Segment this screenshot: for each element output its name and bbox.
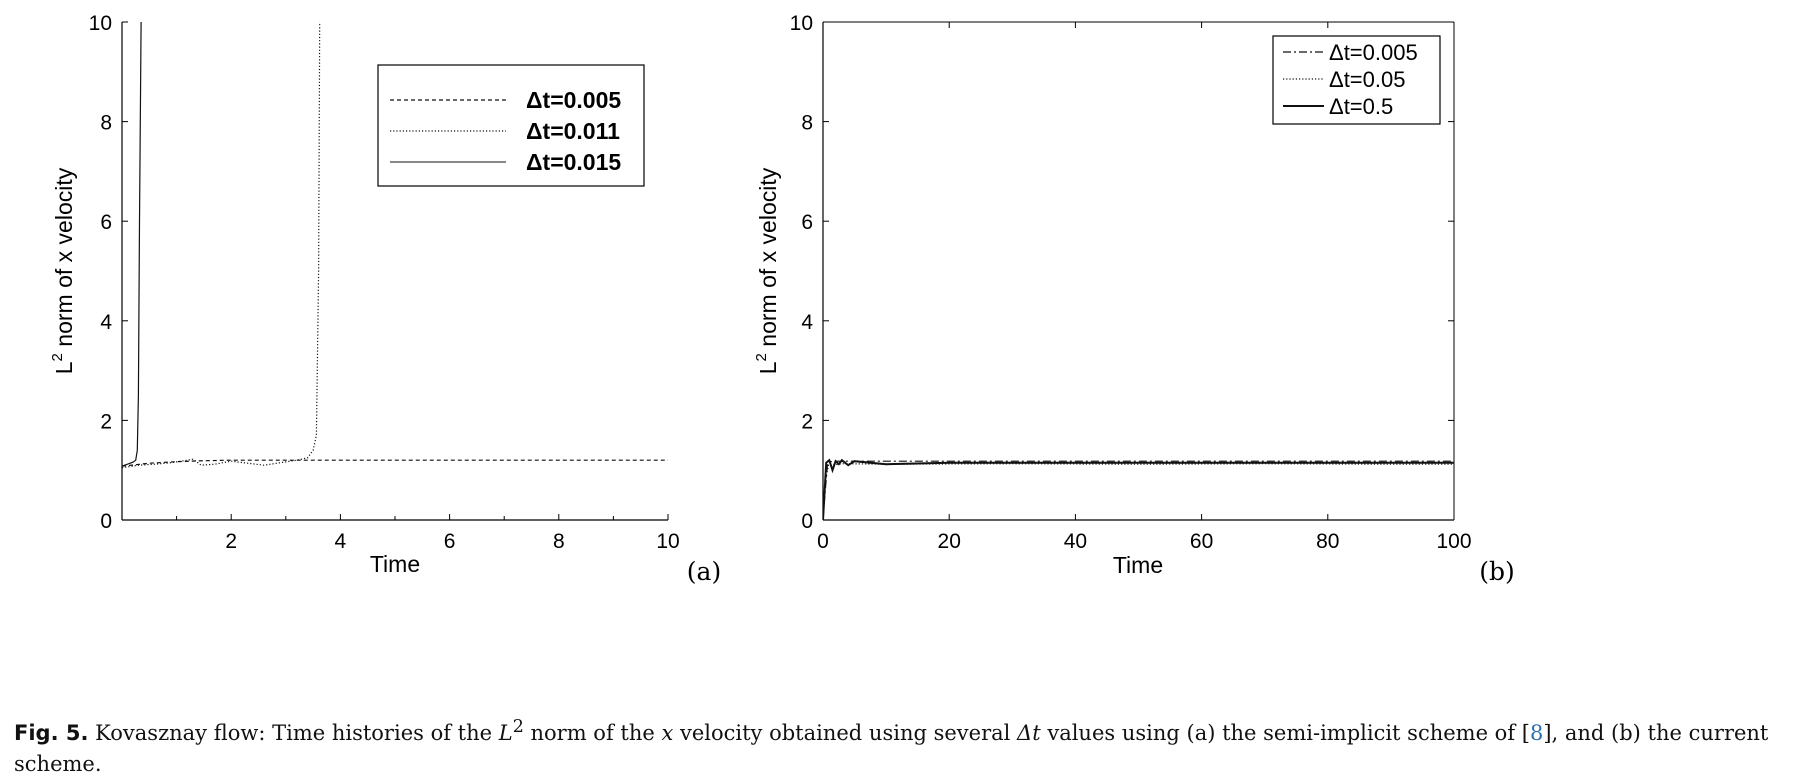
series-line-2 <box>122 22 321 469</box>
legend-entry-2: Δt=0.011 <box>526 118 620 144</box>
x-tick-label: 10 <box>656 530 679 553</box>
caption-text-3: velocity obtained using several <box>673 721 1018 745</box>
y-tick-label: 0 <box>801 510 813 533</box>
x-tick-label: 6 <box>444 530 456 553</box>
y-tick-label: 2 <box>100 410 112 433</box>
y-axis-label-rest: norm of x velocity <box>51 167 77 353</box>
x-tick-label: 20 <box>938 530 961 553</box>
x-tick-label: 2 <box>225 530 237 553</box>
y-axis-label-sup: 2 <box>753 353 770 361</box>
caption-math-l: L <box>498 721 513 745</box>
x-tick-label: 80 <box>1316 530 1339 553</box>
legend-entry-1: Δt=0.005 <box>1329 40 1418 65</box>
series-line-3 <box>122 22 142 467</box>
caption-math-sup: 2 <box>512 717 524 737</box>
y-axis-label-sup: 2 <box>49 353 66 361</box>
series-line-1 <box>122 459 668 467</box>
x-tick-label: 40 <box>1064 530 1087 553</box>
y-tick-label: 0 <box>100 510 112 533</box>
series-group <box>823 458 1454 520</box>
figure-caption: Fig. 5. Kovasznay flow: Time histories o… <box>14 712 1794 780</box>
series-group <box>122 22 668 469</box>
y-tick-label: 4 <box>801 311 813 334</box>
legend-box <box>1272 35 1441 125</box>
series-line-3 <box>823 458 1454 520</box>
caption-text-2: norm of the <box>523 721 662 745</box>
caption-text-4: values using (a) the semi-implicit schem… <box>1040 721 1530 745</box>
legend-box <box>377 64 645 187</box>
caption-ref-link[interactable]: 8 <box>1529 721 1544 745</box>
caption-math-x: x <box>661 721 674 745</box>
caption-math-dt: Δt <box>1017 721 1041 745</box>
series-line-2 <box>823 463 1454 520</box>
legend: Δt=0.005 Δt=0.011 Δt=0.015 <box>377 64 645 187</box>
y-tick-label: 6 <box>100 211 112 234</box>
y-tick-label: 2 <box>801 410 813 433</box>
y-tick-label: 8 <box>100 112 112 135</box>
legend-entry-3: Δt=0.015 <box>526 149 621 175</box>
x-tick-label: 100 <box>1436 530 1471 553</box>
legend-entry-1: Δt=0.005 <box>526 87 621 113</box>
y-tick-label: 10 <box>89 12 112 35</box>
series-line-1 <box>823 460 1454 520</box>
y-axis-label-rest: norm of x velocity <box>755 167 781 353</box>
x-tick-label: 8 <box>553 530 565 553</box>
legend-entry-2: Δt=0.05 <box>1329 67 1405 92</box>
panel-label: (a) <box>687 557 721 586</box>
legend-entry-3: Δt=0.5 <box>1329 94 1393 119</box>
y-axis-label-base: L <box>755 361 781 374</box>
y-axis-label-base: L <box>51 361 77 374</box>
y-tick-label: 10 <box>790 12 813 35</box>
x-tick-label: 4 <box>335 530 347 553</box>
y-tick-label: 8 <box>801 112 813 135</box>
x-tick-label: 0 <box>817 530 829 553</box>
y-tick-label: 6 <box>801 211 813 234</box>
y-axis-label: L2 norm of x velocity <box>753 167 781 374</box>
x-tick-label: 60 <box>1190 530 1213 553</box>
y-axis-label: L2 norm of x velocity <box>49 167 77 374</box>
x-axis-label: Time <box>1113 552 1163 578</box>
y-tick-label: 4 <box>100 311 112 334</box>
caption-label: Fig. 5. <box>14 721 89 745</box>
caption-text-1: Kovasznay flow: Time histories of the <box>88 721 499 745</box>
panel-label: (b) <box>1479 557 1515 586</box>
x-axis-label: Time <box>370 551 420 577</box>
caption-text-5: ], and (b) the current scheme. <box>14 721 1769 776</box>
